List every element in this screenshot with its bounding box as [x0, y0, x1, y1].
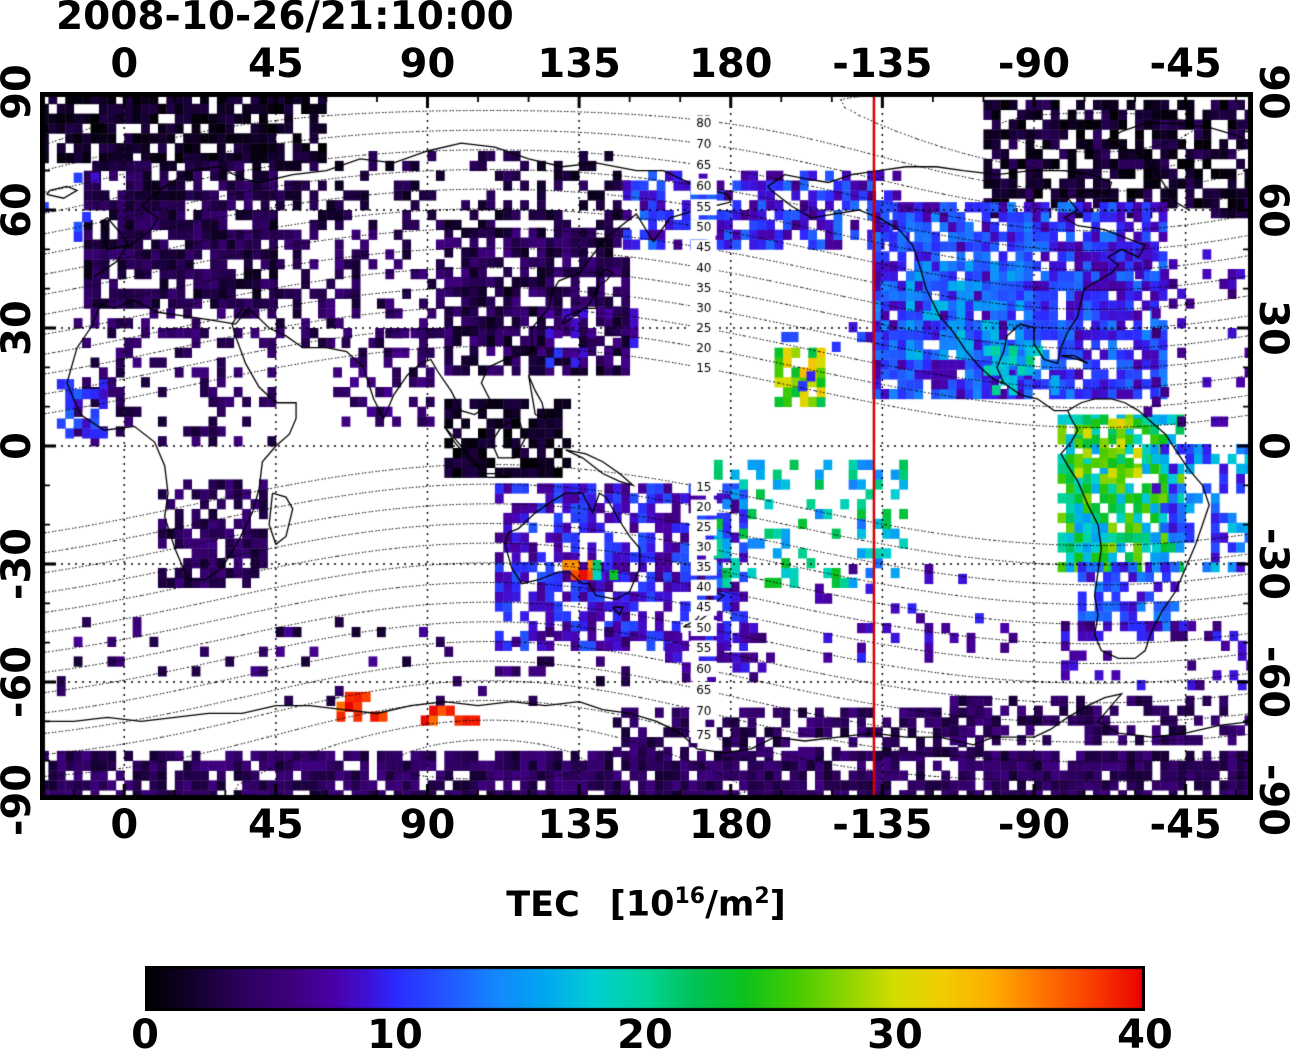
- colorbar-unit-close: ]: [769, 884, 786, 925]
- x-tick-label-top: -135: [832, 41, 933, 87]
- x-tick-label-bottom: -45: [1149, 802, 1222, 848]
- y-tick-label-left: 30: [0, 300, 40, 356]
- x-tick-label-bottom: 90: [399, 802, 456, 848]
- x-tick-label-top: 90: [399, 41, 456, 87]
- x-tick-label-top: -45: [1149, 41, 1222, 87]
- x-tick-label-bottom: -90: [997, 802, 1071, 848]
- map-canvas: [40, 92, 1253, 800]
- x-tick-label-bottom: 135: [537, 802, 621, 848]
- colorbar-title: TEC [1016/m2]: [0, 884, 1292, 925]
- y-tick-label-right: -90: [1250, 763, 1292, 837]
- x-tick-label-top: -90: [997, 41, 1071, 87]
- colorbar-tick-label: 20: [617, 1012, 673, 1057]
- y-tick-label-right: -60: [1250, 645, 1292, 719]
- colorbar-unit-open: [10: [609, 884, 675, 925]
- y-tick-label-left: -90: [0, 763, 40, 837]
- y-tick-label-left: -30: [0, 527, 40, 601]
- colorbar-tick-label: 0: [131, 1012, 159, 1057]
- y-tick-label-left: -60: [0, 645, 40, 719]
- colorbar-variable-label: TEC: [506, 884, 580, 925]
- y-tick-label-right: -30: [1250, 527, 1292, 601]
- colorbar-tick-label: 30: [867, 1012, 923, 1057]
- x-tick-label-bottom: 180: [688, 802, 773, 848]
- y-tick-label-left: 90: [0, 64, 40, 120]
- colorbar-tick-label: 10: [367, 1012, 423, 1057]
- y-tick-label-right: 30: [1250, 300, 1292, 356]
- y-tick-label-left: 60: [0, 182, 40, 238]
- y-tick-label-right: 0: [1250, 432, 1292, 460]
- x-tick-label-top: 135: [537, 41, 621, 87]
- x-tick-label-top: 180: [688, 41, 773, 87]
- plot-title: 2008-10-26/21:10:00: [56, 0, 514, 39]
- y-tick-label-right: 60: [1250, 182, 1292, 238]
- x-tick-label-top: 45: [248, 41, 304, 87]
- colorbar-unit-exponent-2: 2: [754, 884, 770, 909]
- colorbar-unit-mid: /m: [705, 884, 755, 925]
- y-tick-label-left: 0: [0, 432, 40, 460]
- colorbar-canvas: [145, 966, 1145, 1011]
- x-tick-label-top: 0: [110, 41, 139, 87]
- x-tick-label-bottom: -135: [832, 802, 933, 848]
- x-tick-label-bottom: 0: [110, 802, 139, 848]
- colorbar-tick-label: 40: [1117, 1012, 1173, 1057]
- x-tick-label-bottom: 45: [248, 802, 304, 848]
- colorbar-unit-exponent: 16: [674, 884, 706, 909]
- y-tick-label-right: 90: [1250, 64, 1292, 120]
